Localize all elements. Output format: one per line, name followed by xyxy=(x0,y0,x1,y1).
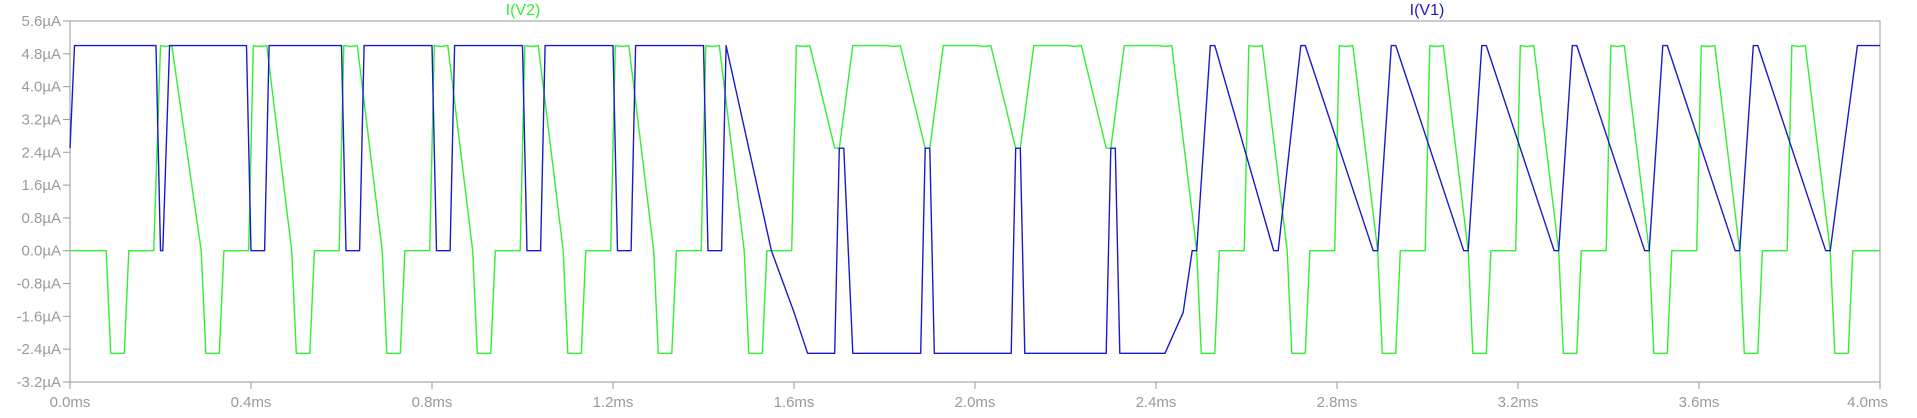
y-tick-label: 1.6µA xyxy=(22,177,62,194)
y-tick-label: 5.6µA xyxy=(22,13,62,30)
x-tick-label: 0.8ms xyxy=(412,394,453,411)
y-tick-label: 0.8µA xyxy=(22,210,62,227)
x-tick-label: 4.0ms xyxy=(1847,394,1888,411)
x-tick-label: 2.8ms xyxy=(1317,394,1358,411)
y-tick-label: 4.8µA xyxy=(22,46,62,63)
y-tick-label: -3.2µA xyxy=(17,374,62,391)
series-line-iv2 xyxy=(70,44,1880,354)
x-tick-label: 2.0ms xyxy=(955,394,996,411)
y-tick-label: -1.6µA xyxy=(17,308,62,325)
legend-layer: I(V2) I(V1) xyxy=(506,2,1445,19)
axes-layer: 5.6µA 4.8µA 4.0µA 3.2µA 2.4µA 1.6µA 0.8µA 0.0µA… xyxy=(17,13,1889,411)
legend-label-iv1: I(V1) xyxy=(1410,2,1445,19)
y-tick-label: 4.0µA xyxy=(22,79,62,96)
x-tick-label: 0.0ms xyxy=(50,394,91,411)
x-tick-label: 2.4ms xyxy=(1136,394,1177,411)
x-tick-label: 3.2ms xyxy=(1498,394,1539,411)
x-tick-label: 1.6ms xyxy=(774,394,815,411)
series-line-iv1 xyxy=(69,44,1880,354)
legend-label-iv2: I(V2) xyxy=(506,2,541,19)
y-tick-label: 2.4µA xyxy=(22,144,62,161)
x-tick-label: 0.4ms xyxy=(231,394,272,411)
x-tick-label: 3.6ms xyxy=(1679,394,1720,411)
y-tick-label: -2.4µA xyxy=(17,341,62,358)
series-layer xyxy=(69,44,1880,354)
y-tick-label: 3.2µA xyxy=(22,111,62,128)
x-tick-label: 1.2ms xyxy=(593,394,634,411)
y-tick-label: 0.0µA xyxy=(22,243,62,260)
y-tick-label: -0.8µA xyxy=(17,276,62,293)
